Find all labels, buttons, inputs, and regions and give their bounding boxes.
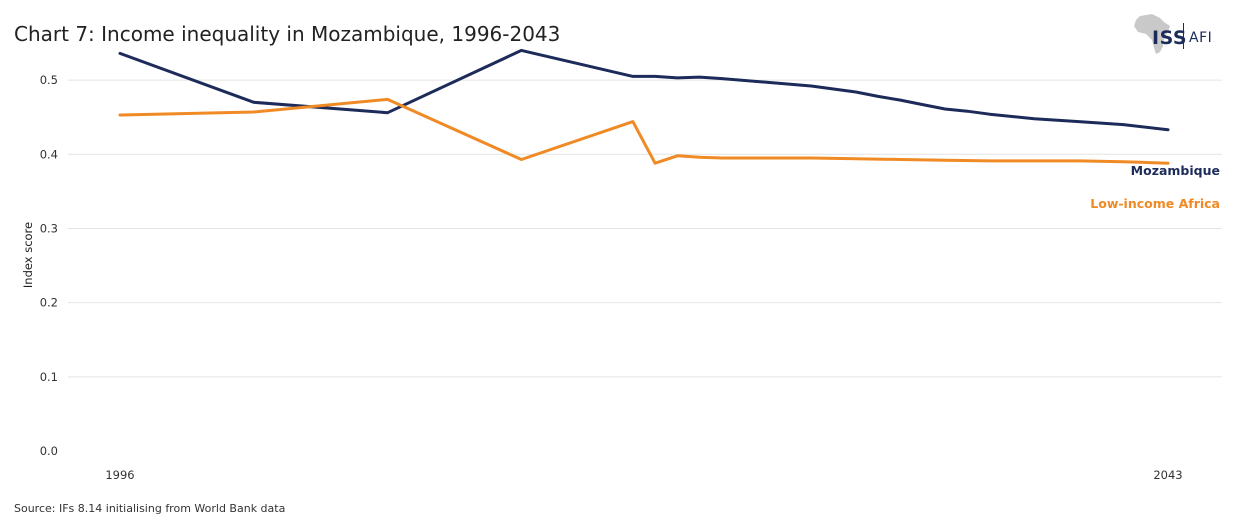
chart-title: Chart 7: Income inequality in Mozambique… (14, 22, 561, 46)
x-tick-label: 1996 (105, 468, 134, 482)
x-axis-ticks: 1996 2043 (105, 468, 1182, 482)
iss-logo-text: ISS (1152, 27, 1188, 49)
y-axis-label: Index score (21, 222, 35, 288)
series-label: Mozambique (1131, 163, 1220, 178)
afi-logo-text: AFI (1189, 30, 1213, 46)
source-note: Source: IFs 8.14 initialising from World… (14, 502, 286, 515)
series-line-mozambique (118, 48, 1170, 132)
y-axis-ticks: 0.0 0.1 0.2 0.3 0.4 0.5 (40, 73, 58, 458)
y-tick-label: 0.4 (40, 147, 58, 161)
series-label: Low-income Africa (1090, 196, 1220, 211)
y-tick-label: 0.1 (40, 370, 58, 384)
gridlines (68, 79, 1222, 378)
series-line-low-income-africa (118, 97, 1170, 165)
series-labels: Mozambique Low-income Africa (1090, 163, 1220, 211)
y-tick-label: 0.2 (40, 296, 58, 310)
africa-continent-icon (1134, 14, 1170, 54)
y-tick-label: 0.5 (40, 73, 58, 87)
x-tick-label: 2043 (1153, 468, 1182, 482)
y-tick-label: 0.0 (40, 444, 58, 458)
logo-divider (1183, 23, 1184, 49)
series-lines (118, 48, 1170, 165)
y-tick-label: 0.3 (40, 221, 58, 235)
